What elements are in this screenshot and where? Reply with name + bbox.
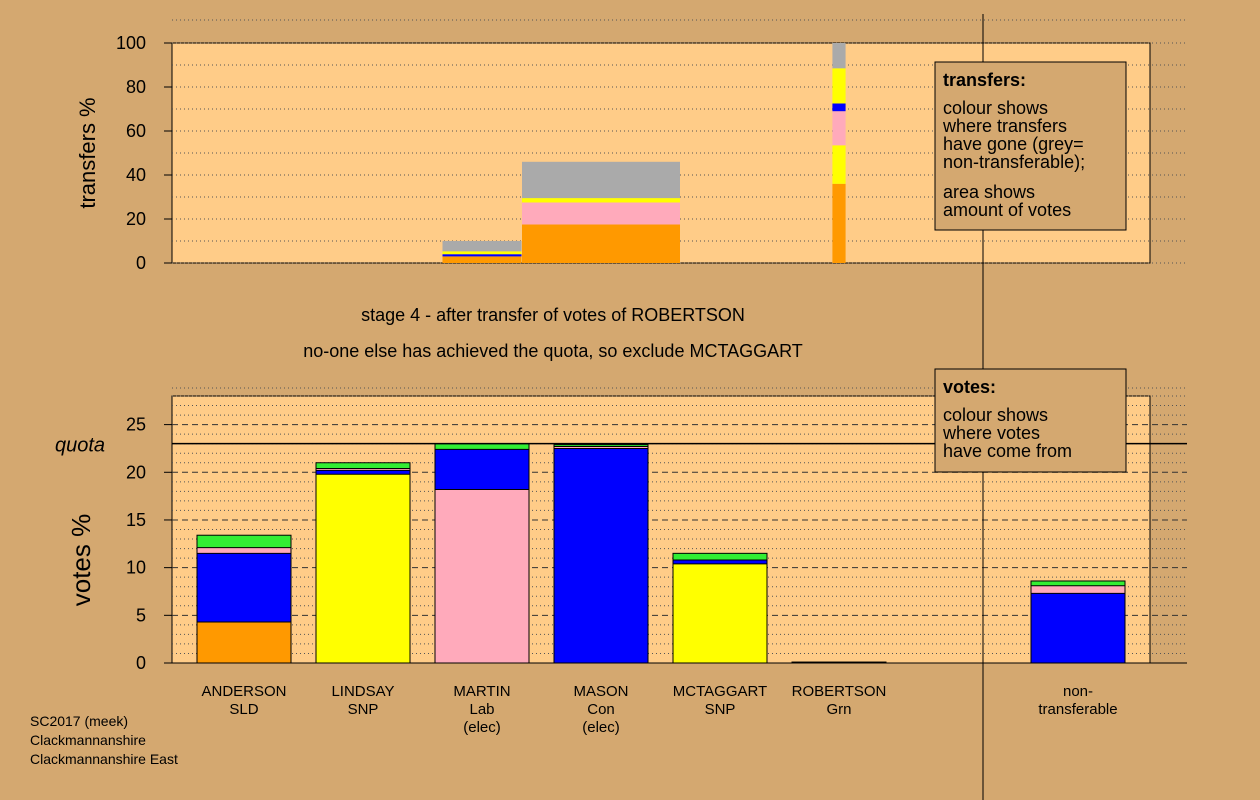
candidate-label-line: Grn [826,701,851,718]
vote-bar-segment [673,560,767,564]
candidate-label-line: Con [587,701,615,718]
votes-y-axis-label: votes % [66,514,96,607]
votes-legend-line: where votes [942,423,1040,443]
transfers-tick-label: 60 [126,121,146,141]
vote-bar-segment [435,449,529,490]
transfer-bar-segment [832,68,846,104]
vote-bar-segment [435,443,529,450]
transfers-legend-line: have gone (grey= [943,134,1084,154]
transfer-bar-segment [832,103,846,112]
transfers-bars [442,43,846,263]
footer-line: SC2017 (meek) [30,713,128,729]
vote-bar-segment [554,444,648,447]
votes-tick-label: 15 [126,510,146,530]
transfer-bar-segment [522,198,680,203]
transfer-bar-segment [522,202,680,225]
votes-tick-label: 5 [136,605,146,625]
votes-tick-label: 25 [126,415,146,435]
footer-line: Clackmannanshire East [30,751,178,767]
transfers-y-axis-label: transfers % [75,97,100,208]
candidate-label-line: Lab [469,701,494,718]
vote-bar-segment [435,489,529,663]
vote-bar-segment [316,462,410,469]
quota-label: quota [55,435,105,457]
candidate-label-line: (elec) [582,719,620,736]
transfers-legend-title: transfers: [943,70,1026,90]
transfers-tick-label: 80 [126,77,146,97]
vote-bar-segment [554,448,648,663]
transfer-bar-segment [442,256,522,263]
vote-bar-segment [197,553,291,622]
transfer-bar-segment [832,183,846,263]
votes-tick-label: 10 [126,558,146,578]
transfers-y-ticks: 0 20 40 60 80 100 [116,33,172,273]
transfers-tick-label: 0 [136,253,146,273]
transfer-bar-segment [522,161,680,199]
footer-line: Clackmannanshire [30,732,146,748]
transfer-bar-segment [442,254,522,257]
candidate-label-line: ANDERSON [201,683,286,700]
transfers-legend-box [934,61,1127,231]
candidate-label-line: non- [1063,683,1093,700]
transfers-tick-label: 40 [126,165,146,185]
vote-bar-segment [316,474,410,663]
transfers-legend-line: where transfers [942,116,1067,136]
candidate-labels: ANDERSONSLDLINDSAYSNPMARTINLab(elec)MASO… [201,683,1117,736]
vote-bar-segment [1031,580,1125,586]
vote-bar-segment [673,553,767,561]
candidate-label-line: ROBERTSON [792,683,887,700]
transfers-legend-line: non-transferable); [943,152,1085,172]
votes-legend-line: colour shows [943,405,1048,425]
transfers-legend-line: area shows [943,182,1035,202]
votes-tick-label: 0 [136,653,146,673]
candidate-label-line: MARTIN [453,683,510,700]
vote-bar-outline [1030,580,1126,664]
transfer-bar-segment [522,224,680,263]
candidate-label-line: SNP [705,701,736,718]
candidate-label-line: (elec) [463,719,501,736]
candidate-label-line: MASON [573,683,628,700]
votes-bars [196,443,1126,664]
candidate-label-line: transferable [1038,701,1117,718]
footer: SC2017 (meek) Clackmannanshire Clackmann… [30,713,178,767]
transfer-bar-segment [832,43,846,69]
votes-legend-title: votes: [943,377,996,397]
candidate-label-line: SNP [348,701,379,718]
vote-bar-outline [553,444,649,664]
vote-bar-segment [673,563,767,663]
vote-bar-segment [197,535,291,548]
transfers-tick-label: 20 [126,209,146,229]
candidate-label-line: LINDSAY [331,683,394,700]
vote-bar-segment [197,621,291,663]
transfers-legend-line: amount of votes [943,200,1071,220]
vote-bar-outline [791,661,887,664]
stage-text: stage 4 - after transfer of votes of ROB… [361,305,745,325]
candidate-label-line: MCTAGGART [673,683,767,700]
vote-bar-segment [1031,585,1125,594]
status-text: no-one else has achieved the quota, so e… [303,341,803,361]
vote-bar-outline [672,552,768,664]
transfers-tick-label: 100 [116,33,146,53]
votes-y-ticks: 0 5 10 15 20 25 [126,415,172,673]
vote-bar-outline [315,462,411,664]
vote-bar-segment [1031,593,1125,663]
vote-bar-outline [196,534,292,664]
votes-legend-line: have come from [943,441,1072,461]
votes-legend-box [934,368,1127,473]
transfers-legend-line: colour shows [943,98,1048,118]
votes-tick-label: 20 [126,462,146,482]
transfer-bar-segment [832,145,846,184]
transfer-bar-segment [442,241,522,252]
transfer-bar-segment [832,111,846,146]
vote-bar-segment [197,547,291,554]
vote-bar-segment [554,446,648,449]
vote-bar-segment [316,468,410,471]
vote-bar-segment [316,470,410,475]
transfer-bar-segment [442,251,522,255]
candidate-label-line: SLD [229,701,258,718]
